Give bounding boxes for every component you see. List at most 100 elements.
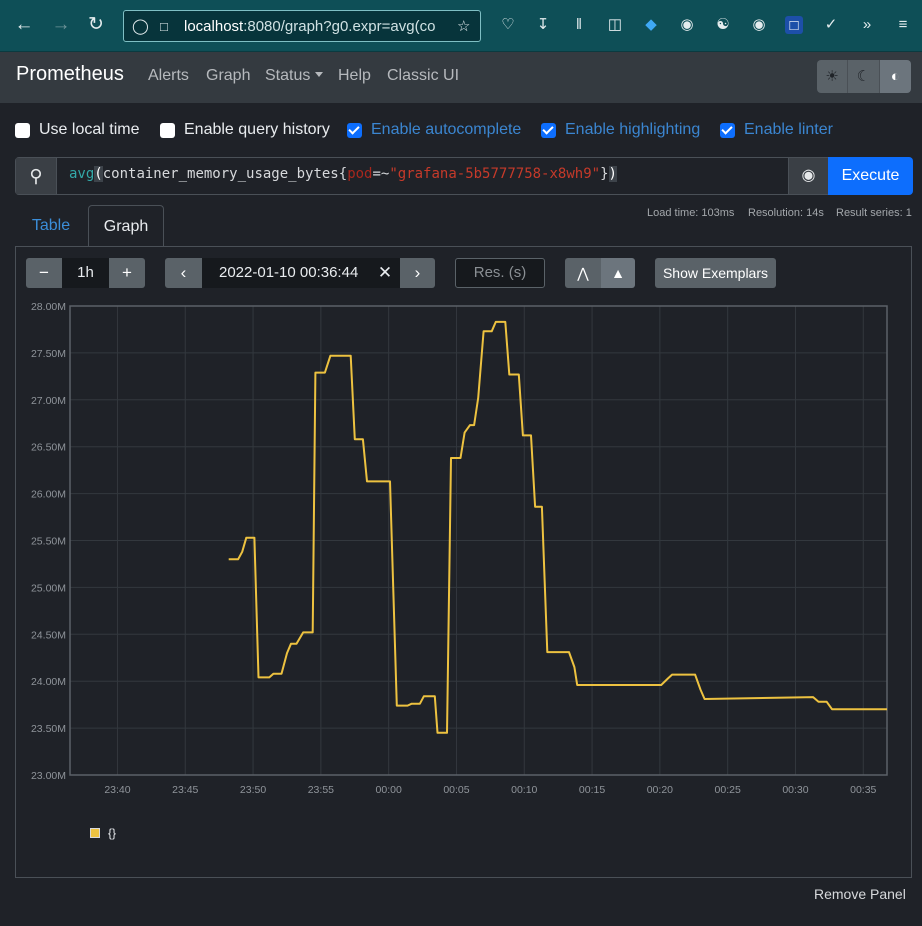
x-tick-label: 23:55 <box>308 784 334 796</box>
time-back-button[interactable]: ‹ <box>165 258 202 288</box>
chart: 23.00M 23.50M 24.00M 24.50M 25.00M 25.50M 26.0… <box>15 296 912 806</box>
y-tick-label: 25.50M <box>31 536 66 548</box>
y-tick-label: 28.00M <box>31 301 66 313</box>
token-operator: =~ <box>372 166 390 182</box>
option-label: Enable query history <box>184 121 330 138</box>
menu-icon[interactable]: ≡ <box>898 16 908 33</box>
extension-dev-icon[interactable]: ◆ <box>645 16 657 33</box>
x-tick-label: 23:40 <box>104 784 130 796</box>
token-label: pod <box>347 166 373 182</box>
clear-time-icon[interactable]: ✕ <box>377 263 393 282</box>
x-tick-label: 00:10 <box>511 784 537 796</box>
option-query-history[interactable]: Enable query history <box>160 120 330 140</box>
reload-icon[interactable]: ↻ <box>88 14 104 35</box>
load-time: Load time: 103ms <box>647 207 735 219</box>
download-icon[interactable]: ↧ <box>536 16 550 33</box>
end-time-input[interactable]: 2022-01-10 00:36:44 <box>202 258 400 288</box>
navbar: Prometheus Alerts Graph Status Help Clas… <box>0 52 922 103</box>
execute-button[interactable]: Execute <box>828 157 913 195</box>
shield-icon[interactable]: ◯ <box>132 18 149 35</box>
legend-label: {} <box>108 826 117 840</box>
checkbox-highlighting[interactable] <box>541 122 556 138</box>
sidebar-icon[interactable]: ◫ <box>607 16 623 33</box>
extension-yin-yang-icon[interactable]: ☯ <box>716 16 730 33</box>
stacked-chart-icon[interactable]: ▲ <box>601 258 635 288</box>
checkbox-query-history[interactable] <box>160 122 175 138</box>
token-function: avg <box>69 166 95 182</box>
nav-alerts[interactable]: Alerts <box>148 67 189 84</box>
extension-dark-icon[interactable]: ◉ <box>680 16 694 33</box>
checkbox-linter[interactable] <box>720 122 735 138</box>
plot-frame <box>69 305 888 776</box>
overflow-chevron-icon[interactable]: » <box>862 16 872 33</box>
brand[interactable]: Prometheus <box>16 63 124 85</box>
metrics-explorer-globe-icon[interactable]: ◉ <box>788 158 828 194</box>
legend[interactable]: {} <box>90 826 116 840</box>
resolution-stat: Resolution: 14s <box>748 207 824 219</box>
sun-icon[interactable]: ☀ <box>817 60 849 93</box>
chevron-right-icon: › <box>414 263 421 282</box>
x-tick-label: 00:15 <box>579 784 605 796</box>
page-info-icon[interactable]: □ <box>160 19 168 34</box>
library-icon[interactable]: ‖ <box>575 16 583 33</box>
extension-glasses-icon[interactable]: ◉ <box>752 16 766 33</box>
show-exemplars-button[interactable]: Show Exemplars <box>655 258 776 288</box>
option-linter[interactable]: Enable linter <box>720 120 833 140</box>
checkbox-autocomplete[interactable] <box>347 122 362 138</box>
forward-arrow-icon[interactable]: → <box>51 14 71 35</box>
option-use-local-time[interactable]: Use local time <box>15 120 139 140</box>
url-path: :8080/graph?g0.expr=avg(co <box>243 18 436 35</box>
y-tick-label: 26.00M <box>31 489 66 501</box>
option-autocomplete[interactable]: Enable autocomplete <box>347 120 521 140</box>
browser-toolbar: ← → ↻ ◯ □ localhost:8080/graph?g0.expr=a… <box>0 0 922 52</box>
y-tick-label: 25.00M <box>31 582 66 594</box>
pocket-icon[interactable]: ♡ <box>501 16 515 33</box>
x-tick-label: 23:50 <box>240 784 266 796</box>
token-string: "grafana-5b5777758-x8wh9" <box>389 166 601 182</box>
option-label: Use local time <box>39 121 140 138</box>
url-text[interactable]: localhost:8080/graph?g0.expr=avg(co <box>184 18 446 35</box>
extension-ublock-icon[interactable]: □ <box>785 16 803 34</box>
moon-icon[interactable]: ☾ <box>848 60 880 93</box>
back-arrow-icon[interactable]: ← <box>14 14 34 35</box>
expression-input[interactable]: avg(container_memory_usage_bytes{pod=~"g… <box>69 166 617 182</box>
y-tick-label: 24.50M <box>31 629 66 641</box>
option-label: Enable linter <box>744 121 833 138</box>
nav-graph[interactable]: Graph <box>206 67 251 84</box>
remove-panel-link[interactable]: Remove Panel <box>814 886 906 902</box>
range-input[interactable]: 1h <box>62 258 109 288</box>
unstacked-chart-icon[interactable]: ⋀ <box>565 258 601 288</box>
search-icon: ⚲ <box>16 158 57 194</box>
nav-status[interactable]: Status <box>265 67 324 85</box>
extension-check-icon[interactable]: ✓ <box>824 16 838 33</box>
nav-classic-ui[interactable]: Classic UI <box>387 67 460 84</box>
x-tick-label: 00:00 <box>376 784 402 796</box>
graph-panel <box>15 246 912 878</box>
chevron-down-icon <box>315 72 324 77</box>
y-tick-label: 23.50M <box>31 723 66 735</box>
token-metric: container_memory_usage_bytes <box>102 166 339 182</box>
bookmark-star-icon[interactable]: ☆ <box>457 18 471 35</box>
token-paren: ) <box>608 166 617 182</box>
x-tick-label: 00:25 <box>715 784 741 796</box>
decrease-range-button[interactable]: − <box>26 258 62 288</box>
option-highlighting[interactable]: Enable highlighting <box>541 120 700 140</box>
half-circle-icon[interactable]: ◐ <box>879 60 911 93</box>
checkbox-local-time[interactable] <box>15 122 30 138</box>
token-brace: } <box>600 166 609 182</box>
y-tick-label: 27.00M <box>31 395 66 407</box>
token-paren: ( <box>94 166 103 182</box>
nav-help[interactable]: Help <box>338 67 371 84</box>
tab-table[interactable]: Table <box>31 217 71 234</box>
increase-range-button[interactable]: + <box>109 258 145 288</box>
y-tick-label: 23.00M <box>31 770 66 782</box>
resolution-input[interactable]: Res. (s) <box>455 258 545 288</box>
option-label: Enable highlighting <box>565 121 701 138</box>
theme-toggle: ☀ ☾ ◐ <box>817 60 911 93</box>
url-host: localhost <box>184 18 244 35</box>
nav-status-label: Status <box>265 67 311 84</box>
y-tick-label: 24.00M <box>31 676 66 688</box>
time-forward-button[interactable]: › <box>400 258 435 288</box>
url-bar[interactable]: ◯ □ localhost:8080/graph?g0.expr=avg(co … <box>123 10 481 42</box>
tab-graph[interactable]: Graph <box>88 205 164 247</box>
